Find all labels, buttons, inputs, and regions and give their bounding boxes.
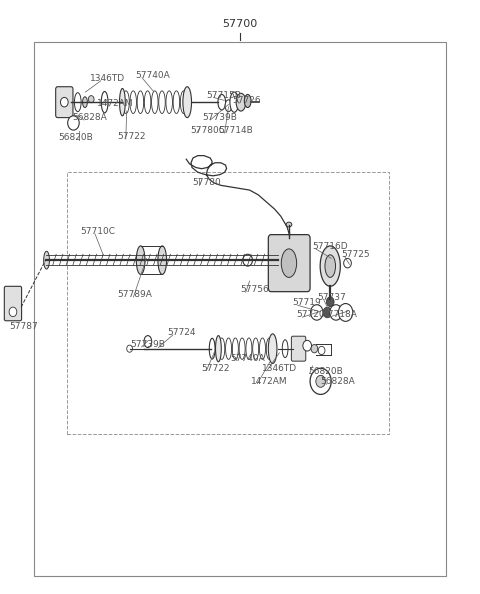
Ellipse shape [286, 222, 292, 227]
Circle shape [330, 305, 342, 320]
Text: 57780C: 57780C [190, 126, 225, 135]
Circle shape [326, 297, 334, 307]
Text: 56820B: 56820B [308, 366, 343, 376]
Text: 57716D: 57716D [312, 242, 348, 251]
Circle shape [60, 97, 68, 107]
Circle shape [311, 345, 318, 353]
Text: 1346TD: 1346TD [90, 74, 125, 83]
Circle shape [88, 96, 94, 103]
Ellipse shape [144, 336, 152, 347]
FancyBboxPatch shape [291, 336, 306, 361]
Ellipse shape [68, 116, 79, 130]
Circle shape [303, 340, 312, 351]
Circle shape [243, 254, 252, 266]
Text: 57756: 57756 [240, 285, 269, 295]
Bar [67, 172, 389, 434]
Text: 57715B: 57715B [206, 90, 241, 100]
Text: 57700: 57700 [222, 19, 258, 29]
Text: 1346TD: 1346TD [262, 364, 297, 373]
Circle shape [9, 307, 17, 317]
Ellipse shape [101, 91, 108, 113]
Ellipse shape [282, 340, 288, 358]
Text: 57726: 57726 [232, 96, 261, 106]
Circle shape [316, 375, 325, 387]
Circle shape [338, 304, 353, 321]
Ellipse shape [230, 92, 239, 112]
Text: 57740A: 57740A [230, 353, 265, 363]
Text: 57724: 57724 [167, 328, 195, 337]
Ellipse shape [325, 255, 336, 277]
Circle shape [323, 307, 332, 318]
Circle shape [310, 368, 331, 394]
Text: 57722: 57722 [202, 364, 230, 373]
Ellipse shape [225, 100, 232, 112]
FancyBboxPatch shape [268, 235, 310, 292]
Text: 57719: 57719 [292, 298, 321, 308]
Text: 56820B: 56820B [59, 133, 93, 143]
Ellipse shape [216, 336, 221, 362]
Text: 57725: 57725 [341, 249, 370, 259]
Ellipse shape [44, 251, 49, 269]
Ellipse shape [281, 249, 297, 277]
Ellipse shape [236, 93, 246, 111]
Ellipse shape [268, 334, 277, 364]
Circle shape [311, 305, 323, 320]
Ellipse shape [158, 246, 167, 274]
Text: 56828A: 56828A [321, 377, 355, 387]
Text: 57780: 57780 [192, 178, 221, 187]
Text: 1472AM: 1472AM [251, 377, 287, 386]
Bar [34, 42, 446, 576]
Text: 57714B: 57714B [218, 126, 253, 135]
Text: 1472AM: 1472AM [97, 99, 133, 109]
Ellipse shape [74, 93, 81, 112]
Text: 57737: 57737 [318, 292, 347, 302]
Text: 57718A: 57718A [323, 310, 358, 320]
Ellipse shape [183, 87, 192, 118]
Ellipse shape [83, 97, 87, 108]
Ellipse shape [218, 94, 226, 110]
FancyBboxPatch shape [56, 87, 73, 118]
Text: 57710C: 57710C [81, 227, 116, 236]
Text: 57739B: 57739B [131, 340, 166, 349]
Circle shape [127, 345, 132, 352]
Ellipse shape [244, 94, 251, 108]
Ellipse shape [320, 246, 340, 286]
Circle shape [318, 346, 325, 355]
Circle shape [344, 258, 351, 268]
Text: 57722: 57722 [118, 132, 146, 141]
Ellipse shape [209, 339, 215, 359]
Text: 57720: 57720 [297, 310, 325, 320]
Text: 57740A: 57740A [135, 71, 170, 80]
Ellipse shape [136, 246, 145, 274]
Text: 57787: 57787 [10, 322, 38, 331]
Text: 57789A: 57789A [118, 290, 153, 299]
Text: 56828A: 56828A [72, 113, 107, 122]
FancyBboxPatch shape [4, 286, 22, 321]
Ellipse shape [120, 89, 125, 116]
Text: 57739B: 57739B [203, 113, 238, 122]
